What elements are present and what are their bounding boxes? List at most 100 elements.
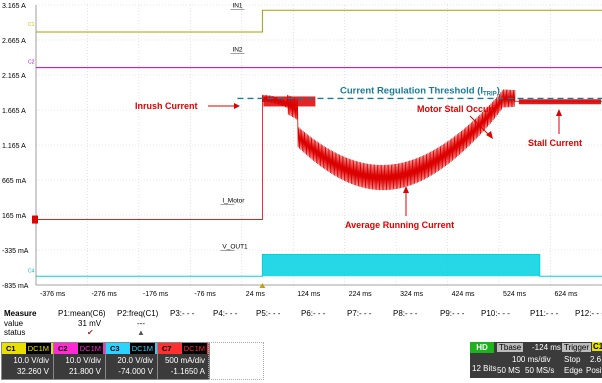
channel-id: C7	[162, 344, 172, 353]
measure-title: Measure	[4, 309, 37, 318]
vout1-band	[262, 254, 540, 277]
annotations: IN1 IN2 I_Motor V_OUT1 Current Regulation Th…	[28, 2, 582, 288]
channel-scale: 500 mA/div	[164, 356, 205, 365]
tdiv-value: 100 ms/div	[512, 355, 551, 364]
average-arrowhead	[403, 186, 409, 193]
channel-scale: 10.0 V/div	[65, 356, 101, 365]
channel-id: C1	[6, 344, 16, 353]
x-tick-label: 124 ms	[297, 291, 320, 298]
i-motor-label: I_Motor	[222, 198, 245, 205]
measure-col-1[interactable]: P1:mean(C6)	[58, 309, 106, 318]
measure-col-12[interactable]: P12:- - -	[575, 309, 602, 318]
channel-offset: 21.800 V	[68, 367, 101, 376]
channel-header: C3 DC1M	[106, 343, 157, 354]
average-label: Average Running Current	[345, 220, 454, 230]
i-motor-trace	[36, 89, 602, 220]
value-label: value	[4, 319, 24, 328]
channel-box-c1[interactable]: C1 DC1M 10.0 V/div 32.260 V	[1, 342, 54, 380]
p1-value: 31 mV	[78, 319, 102, 328]
vout1-label: V_OUT1	[222, 244, 248, 251]
x-tick-label: 624 ms	[555, 291, 578, 298]
tbase-value: -124 ms	[532, 343, 561, 352]
stall-occurs-arrowhead	[486, 131, 493, 139]
measure-col-7[interactable]: P7:- - -	[347, 309, 372, 318]
measure-col-10[interactable]: P10:- - -	[481, 309, 510, 318]
x-tick-label: 524 ms	[503, 291, 526, 298]
trigger-level: 2.6 V	[590, 355, 602, 364]
acquisition-panel[interactable]: HD 12 Bits Tbase -124 ms 100 ms/div 50 M…	[470, 342, 602, 378]
samples-value: 50 MS	[497, 366, 521, 375]
measure-col-3[interactable]: P3:- - -	[170, 309, 195, 318]
stall-band	[518, 99, 601, 105]
stall-occurs-arrow	[469, 115, 491, 137]
empty-channel-slot	[208, 342, 264, 380]
inrush-label: Inrush Current	[135, 101, 198, 111]
channel-offset: 32.260 V	[16, 367, 49, 376]
trigger-type: Edge	[564, 366, 583, 375]
channel-offset: -1.1650 A	[170, 367, 205, 376]
x-tick-label: 224 ms	[349, 291, 372, 298]
x-tick-labels: -376 ms -276 ms -176 ms -76 ms 24 ms 124 ms 22…	[40, 291, 578, 298]
x-tick-label: 424 ms	[452, 291, 475, 298]
channel-box-c2[interactable]: C2 DC1M 10.0 V/div 21.800 V	[53, 342, 106, 380]
measure-col-8[interactable]: P8:- - -	[393, 309, 418, 318]
trigger-channel: C1	[592, 342, 602, 351]
y-tick-label: 1.665 A	[2, 108, 26, 115]
channel-id: C2	[58, 344, 68, 353]
channel-box-c7[interactable]: C7 DC1M 500 mA/div -1.1650 A	[157, 342, 210, 380]
hd-badge: HD	[470, 342, 494, 353]
i-motor-marker	[32, 215, 38, 224]
channel-header: C2 DC1M	[54, 343, 105, 354]
inrush-band	[263, 96, 316, 107]
channel-header: C1 DC1M	[2, 343, 53, 354]
in1-trace	[36, 9, 602, 33]
stall-current-arrowhead	[556, 109, 562, 116]
y-tick-label: 2.165 A	[2, 73, 26, 80]
channel-coupling: DC1M	[129, 343, 155, 354]
y-tick-label: -335 mA	[2, 248, 29, 255]
measure-col-5[interactable]: P5:- - -	[256, 309, 281, 318]
measure-col-4[interactable]: P4:- - -	[213, 309, 238, 318]
inrush-arrowhead	[234, 103, 240, 109]
channel-offset: -74.000 V	[118, 367, 153, 376]
y-tick-label: 665 mA	[2, 178, 26, 185]
status-label: status	[4, 328, 26, 337]
threshold-label: Current Regulation Threshold (ITRIP)	[340, 85, 500, 97]
channel-coupling: DC1M	[77, 343, 103, 354]
measure-col-2[interactable]: P2:freq(C1)	[117, 309, 159, 318]
measure-col-9[interactable]: P9:- - -	[440, 309, 465, 318]
measure-col-6[interactable]: P6:- - -	[301, 309, 326, 318]
channel-scale: 20.0 V/div	[117, 356, 153, 365]
traces	[36, 9, 602, 277]
stall-occurs-label: Motor Stall Occurs	[417, 104, 497, 114]
x-tick-label: 324 ms	[400, 291, 423, 298]
channel-coupling: DC1M	[25, 343, 51, 354]
bits-label: 12 Bits	[472, 364, 497, 373]
in2-label: IN2	[232, 47, 243, 54]
y-tick-label: 165 mA	[2, 213, 26, 220]
y-tick-label: -835 mA	[2, 283, 29, 290]
x-tick-label: -76 ms	[194, 291, 216, 298]
trigger-marker	[259, 283, 266, 288]
channel-box-c3[interactable]: C3 DC1M 20.0 V/div -74.000 V	[105, 342, 158, 380]
p2-status-icon: ▲	[137, 328, 145, 337]
channel-coupling: DC1M	[181, 343, 207, 354]
measurement-panel: Measure P1:mean(C6) P2:freq(C1) P3:- - - P4…	[0, 306, 602, 383]
trigger-slope: Positive	[586, 366, 602, 375]
channel-scale: 10.0 V/div	[13, 356, 49, 365]
channel-marker: C4	[28, 268, 35, 274]
oscilloscope-display: 3.165 A 2.665 A 2.165 A 1.665 A 1.165 A 665 m…	[2, 2, 602, 298]
trigger-mode: Stop	[564, 355, 581, 364]
y-tick-label: 1.165 A	[2, 143, 26, 150]
in1-label: IN1	[232, 2, 243, 9]
tbase-label: Tbase	[497, 343, 524, 352]
p1-status-icon: ✔	[87, 328, 94, 337]
channel-marker: C1	[28, 22, 35, 28]
x-tick-label: -176 ms	[143, 291, 169, 298]
x-tick-label: -376 ms	[40, 291, 66, 298]
channel-id: C3	[110, 344, 120, 353]
rate-value: 50 MS/s	[525, 366, 555, 375]
p2-value: ---	[137, 319, 145, 328]
channel-header: C7 DC1M	[158, 343, 209, 354]
measure-col-11[interactable]: P11:- - -	[530, 309, 559, 318]
